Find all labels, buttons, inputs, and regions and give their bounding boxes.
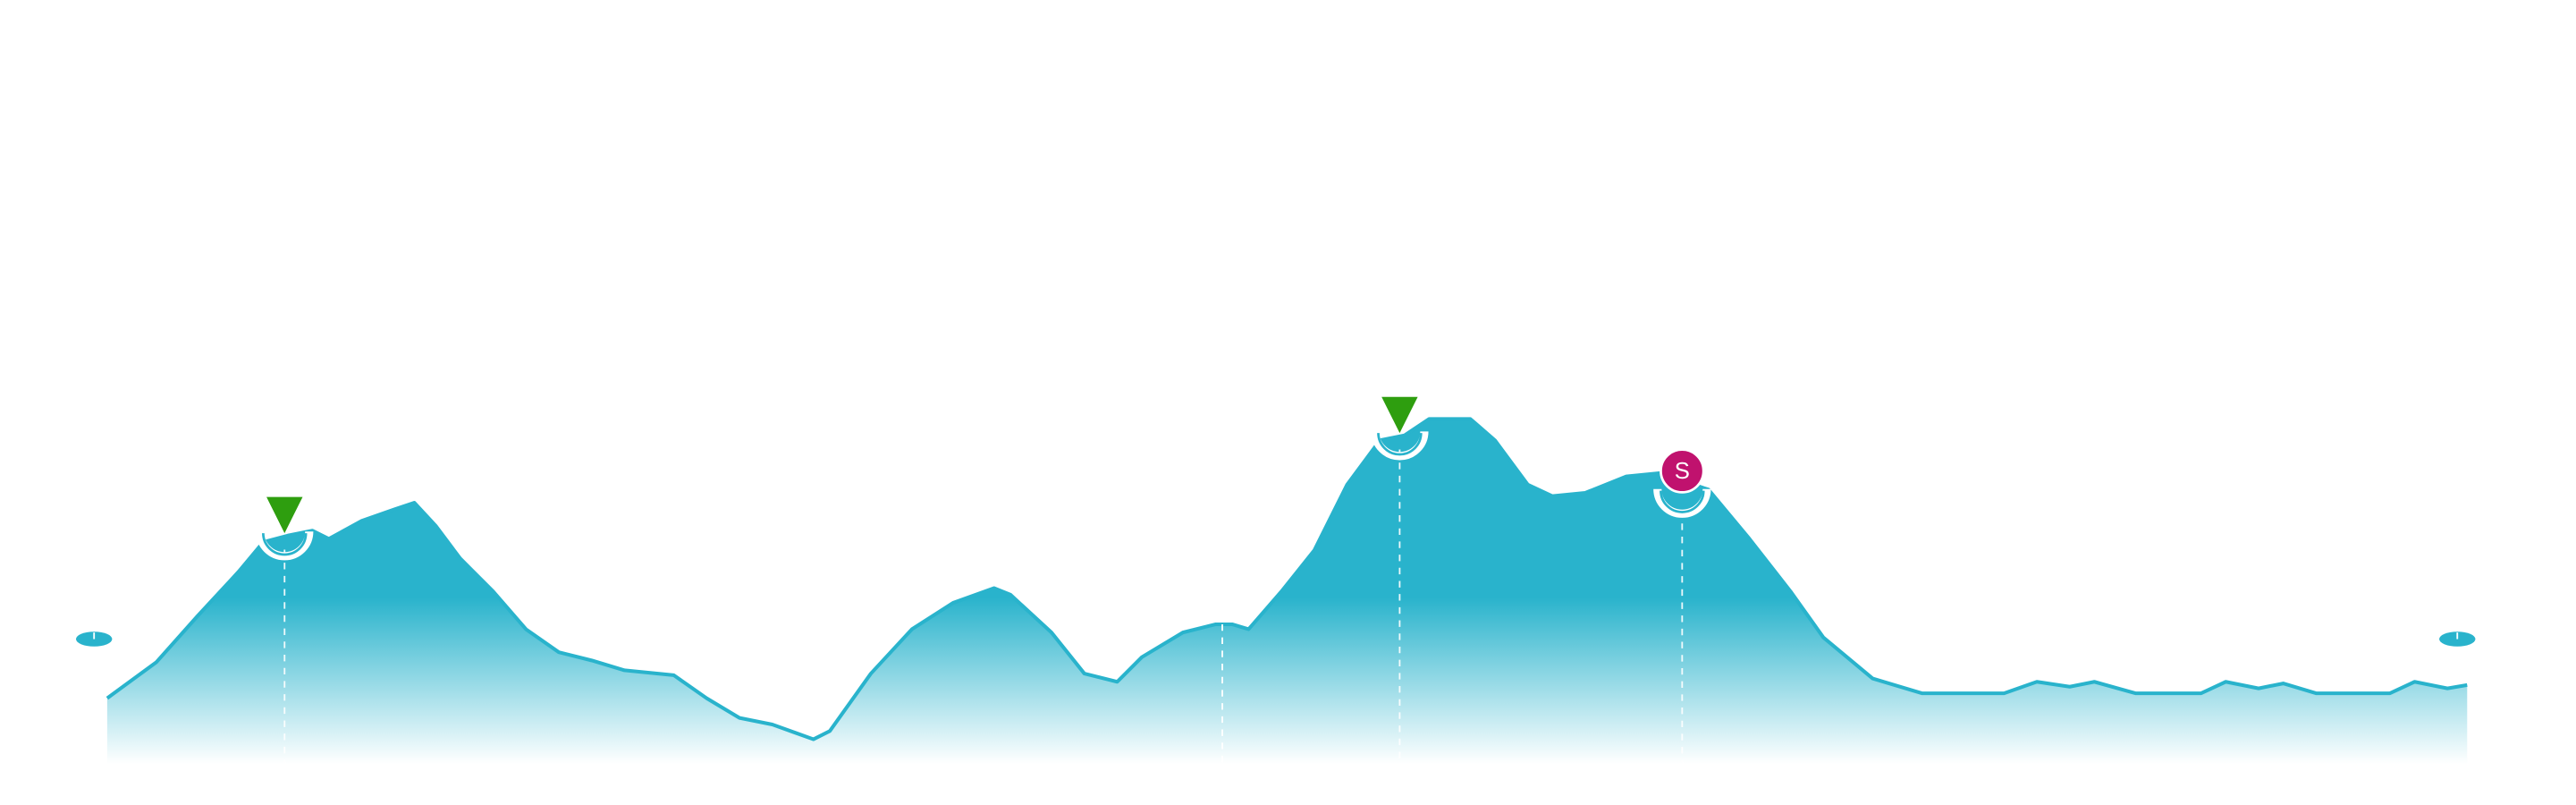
stop-marker	[1660, 448, 1705, 494]
waypoint-marker	[1381, 396, 1418, 434]
waypoint-marker	[266, 496, 303, 534]
stop-halo	[1653, 488, 1711, 518]
stop-label: S	[1675, 459, 1690, 484]
waypoint-halo	[1371, 431, 1429, 461]
waypoint-halo	[256, 530, 314, 561]
stop-halo	[1660, 490, 1705, 513]
waypoint-halo	[1377, 433, 1423, 456]
elevation-area	[106, 419, 2468, 765]
elevation-line	[106, 417, 2468, 741]
waypoint-halo	[262, 533, 308, 556]
